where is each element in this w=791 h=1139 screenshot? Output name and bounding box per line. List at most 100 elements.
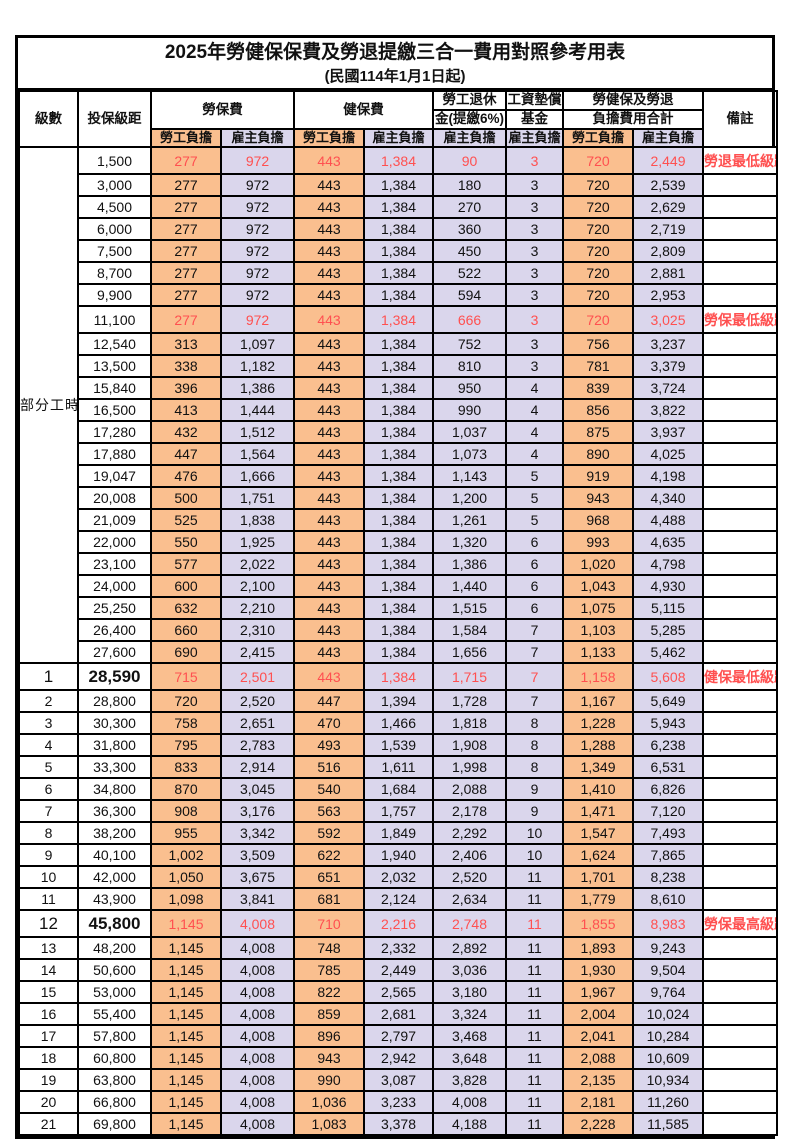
reference-sheet: 2025年勞健保保費及勞退提繳三合一費用對照參考用表 (民國114年1月1日起)…	[15, 35, 778, 1139]
fee-cell-health_employer: 1,384	[363, 354, 434, 378]
fee-cell-health_employee: 443	[293, 640, 365, 664]
bracket-cell: 50,600	[77, 958, 152, 982]
fee-cell-total_employee: 1,133	[562, 640, 634, 664]
level-cell: 11	[18, 887, 79, 911]
bracket-cell: 28,590	[77, 662, 152, 691]
fee-cell-pension_employer: 2,520	[432, 865, 507, 889]
bracket-cell: 36,300	[77, 799, 152, 823]
table-row: 16,500 413 1,444 443 1,384 990 4 856 3,822	[19, 398, 778, 422]
fee-cell-total_employee: 1,103	[562, 618, 634, 642]
table-row: 23,100 577 2,022 443 1,384 1,386 6 1,020 4,798	[19, 552, 778, 576]
fee-cell-health_employer: 1,940	[363, 843, 434, 867]
fee-cell-health_employer: 1,384	[363, 376, 434, 400]
level-cell: 1	[18, 662, 79, 691]
fee-cell-labor_employer: 2,914	[220, 755, 295, 779]
fee-cell-labor_employee: 476	[150, 464, 222, 488]
fee-cell-wage_fund_employer: 7	[505, 618, 564, 642]
fee-cell-labor_employer: 1,444	[220, 398, 295, 422]
table-row: 21 69,800 1,145 4,008 1,083 3,378 4,188 11 2,228…	[18, 1112, 778, 1136]
fee-cell-total_employee: 720	[562, 217, 634, 241]
fee-cell-labor_employee: 277	[150, 305, 222, 334]
fee-cell-health_employer: 1,384	[363, 530, 434, 554]
fee-cell-labor_employer: 4,008	[220, 1090, 295, 1114]
fee-cell-labor_employee: 1,145	[150, 1090, 222, 1114]
fee-cell-health_employer: 1,384	[363, 574, 434, 598]
fee-cell-pension_employer: 1,584	[432, 618, 507, 642]
fee-cell-health_employer: 1,384	[363, 332, 434, 356]
header-pension-employer: 雇主負擔	[432, 128, 507, 148]
remark-cell	[702, 618, 778, 642]
fee-cell-labor_employee: 1,145	[150, 1002, 222, 1026]
fee-cell-health_employee: 896	[293, 1024, 365, 1048]
fee-cell-pension_employer: 180	[432, 173, 507, 197]
fee-cell-wage_fund_employer: 9	[505, 777, 564, 801]
fee-cell-total_employee: 1,893	[562, 936, 634, 960]
fee-cell-health_employer: 1,757	[363, 799, 434, 823]
remark-cell: 健保最低級距	[702, 662, 778, 691]
fee-cell-labor_employee: 525	[150, 508, 222, 532]
level-cell: 16	[18, 1002, 79, 1026]
fee-cell-pension_employer: 1,998	[432, 755, 507, 779]
fee-cell-pension_employer: 2,178	[432, 799, 507, 823]
table-row: 4 31,800 795 2,783 493 1,539 1,908 8 1,288 6,238	[18, 733, 778, 757]
fee-cell-health_employee: 443	[293, 195, 365, 219]
fee-cell-total_employer: 4,340	[632, 486, 704, 510]
fee-cell-total_employer: 3,025	[632, 305, 704, 334]
fee-cell-pension_employer: 3,180	[432, 980, 507, 1004]
fee-cell-labor_employer: 3,045	[220, 777, 295, 801]
fee-cell-pension_employer: 3,036	[432, 958, 507, 982]
bracket-cell: 34,800	[77, 777, 152, 801]
fee-cell-pension_employer: 1,728	[432, 689, 507, 713]
remark-cell: 勞保最低級距	[702, 305, 778, 334]
fee-cell-labor_employee: 577	[150, 552, 222, 576]
remark-cell	[702, 530, 778, 554]
fee-cell-pension_employer: 2,892	[432, 936, 507, 960]
remark-cell	[702, 936, 778, 960]
table-row: 17 57,800 1,145 4,008 896 2,797 3,468 11 2,041 10…	[18, 1024, 778, 1048]
fee-cell-labor_employee: 870	[150, 777, 222, 801]
fee-cell-pension_employer: 1,320	[432, 530, 507, 554]
table-header: 級數 投保級距 勞保費 健保費 勞工退休 工資墊償 勞健保及勞退 備註 金(提繳…	[18, 90, 778, 148]
fee-cell-labor_employer: 972	[220, 283, 295, 307]
fee-cell-health_employer: 1,384	[363, 239, 434, 263]
table-row: 5 33,300 833 2,914 516 1,611 1,998 8 1,349 6,531	[18, 755, 778, 779]
remark-cell	[702, 261, 778, 285]
fee-cell-health_employee: 443	[293, 552, 365, 576]
fee-cell-wage_fund_employer: 7	[505, 662, 564, 691]
fee-cell-pension_employer: 950	[432, 376, 507, 400]
fee-cell-total_employer: 2,629	[632, 195, 704, 219]
header-health-group: 健保費	[293, 90, 434, 130]
fee-cell-health_employer: 1,384	[363, 217, 434, 241]
fee-cell-health_employer: 2,681	[363, 1002, 434, 1026]
fee-cell-health_employer: 1,384	[363, 283, 434, 307]
level-cell: 2	[18, 689, 79, 713]
fee-cell-health_employer: 1,384	[363, 173, 434, 197]
level-cell: 21	[18, 1112, 79, 1136]
table-row: 3 30,300 758 2,651 470 1,466 1,818 8 1,228 5,943	[18, 711, 778, 735]
remark-cell	[702, 486, 778, 510]
remark-cell	[702, 689, 778, 713]
fee-cell-total_employer: 5,943	[632, 711, 704, 735]
level-cell: 3	[18, 711, 79, 735]
fee-cell-total_employee: 856	[562, 398, 634, 422]
level-cell: 19	[18, 1068, 79, 1092]
table-row: 20,008 500 1,751 443 1,384 1,200 5 943 4,340	[19, 486, 778, 510]
table-row: 4,500 277 972 443 1,384 270 3 720 2,629	[19, 195, 778, 219]
remark-cell	[702, 508, 778, 532]
fee-cell-health_employee: 443	[293, 283, 365, 307]
fee-cell-health_employer: 1,384	[363, 442, 434, 466]
fee-cell-total_employee: 720	[562, 173, 634, 197]
fee-cell-total_employee: 720	[562, 146, 634, 175]
fee-cell-health_employee: 748	[293, 936, 365, 960]
fee-cell-labor_employer: 4,008	[220, 1024, 295, 1048]
fee-cell-health_employer: 2,124	[363, 887, 434, 911]
fee-cell-total_employee: 2,181	[562, 1090, 634, 1114]
fee-cell-total_employee: 1,779	[562, 887, 634, 911]
fee-cell-labor_employer: 1,512	[220, 420, 295, 444]
fee-cell-total_employee: 2,135	[562, 1068, 634, 1092]
fee-cell-health_employee: 443	[293, 486, 365, 510]
remark-cell	[702, 217, 778, 241]
fee-cell-health_employee: 470	[293, 711, 365, 735]
fee-cell-total_employee: 1,075	[562, 596, 634, 620]
bracket-cell: 63,800	[77, 1068, 152, 1092]
